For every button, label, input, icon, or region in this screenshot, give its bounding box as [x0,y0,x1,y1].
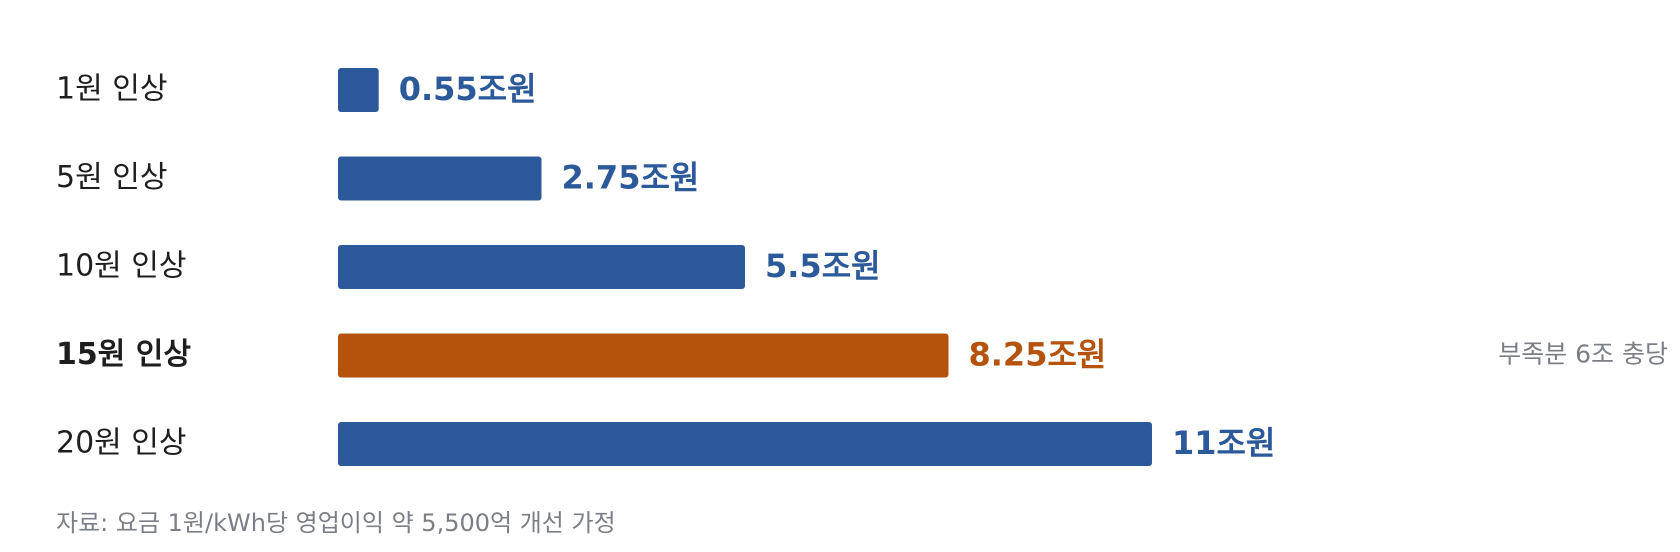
bar [338,156,542,201]
value-label: 11조원 [1172,424,1275,462]
category-label: 15원 인상 [56,337,191,372]
category-label: 1원 인상 [56,72,167,107]
value-label: 0.55조원 [399,70,537,108]
annotation: 부족분 6조 충당 [1498,340,1668,369]
category-label: 20원 인상 [56,426,187,461]
value-label: 5.5조원 [765,247,881,285]
category-label: 5원 인상 [56,160,167,195]
value-label: 8.25조원 [969,336,1107,374]
category-label: 10원 인상 [56,249,187,284]
value-label: 2.75조원 [562,159,700,197]
bar [338,68,379,112]
bar [338,333,949,378]
bar [338,422,1152,466]
footnote: 자료: 요금 1원/kWh당 영업이익 약 5,500억 개선 가정 [56,509,616,537]
bar [338,245,745,289]
